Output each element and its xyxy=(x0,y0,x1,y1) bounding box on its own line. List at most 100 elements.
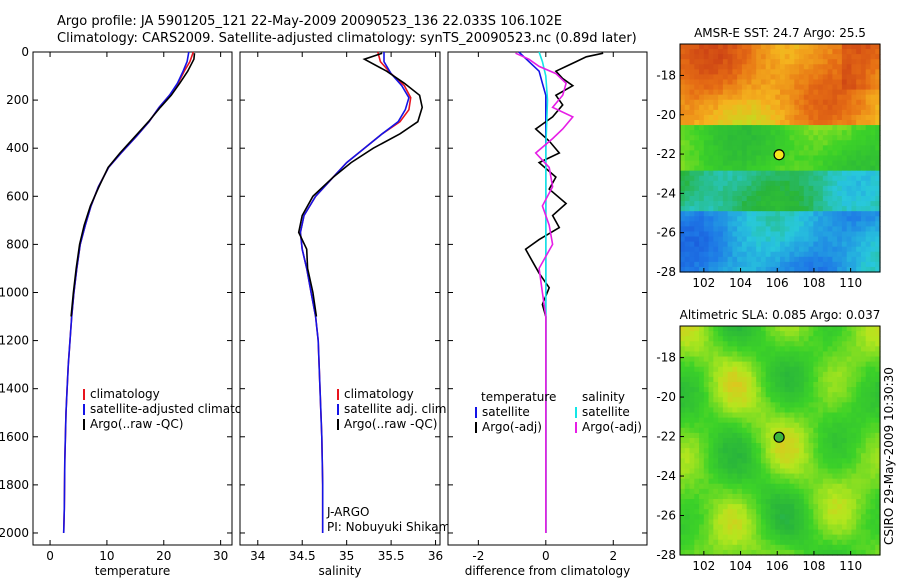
sst_map-cell xyxy=(822,125,829,131)
sst_map-cell xyxy=(737,246,743,253)
sst_map-cell xyxy=(703,226,710,233)
sst_map-cell xyxy=(813,211,819,217)
sla_map-cell xyxy=(718,376,724,383)
sst_map-cell xyxy=(832,114,838,121)
sla_map-cell xyxy=(794,504,800,510)
sst_map-cell xyxy=(808,49,814,55)
sla_map-cell xyxy=(727,463,733,470)
sst_map-cell xyxy=(775,54,781,60)
sla_map-cell xyxy=(760,356,767,363)
sst_map-cell xyxy=(856,190,862,197)
sst_map-cell xyxy=(732,155,738,162)
sst_map-cell xyxy=(713,170,719,177)
sla_map-cell xyxy=(775,407,781,414)
sla_map-cell xyxy=(746,544,753,551)
sst_map-cell xyxy=(875,190,881,197)
sla_map-cell xyxy=(837,346,843,353)
sla_map-cell xyxy=(803,432,810,439)
sla_map-cell xyxy=(680,371,686,378)
sla_map-cell xyxy=(803,376,810,383)
sst_map-cell xyxy=(770,170,776,177)
sla_map-cell xyxy=(780,376,786,383)
sla_map-cell xyxy=(722,366,729,373)
sst_map-cell xyxy=(803,59,810,65)
sst_map-cell xyxy=(794,74,800,81)
sla_map-cell xyxy=(789,356,795,363)
sla_map-cell xyxy=(708,366,714,373)
sla_map-cell xyxy=(865,381,872,388)
sla_map-cell xyxy=(732,468,738,475)
sla_map-cell xyxy=(727,509,733,515)
sst_map-cell xyxy=(851,216,857,222)
sla_map-cell xyxy=(708,402,714,409)
sst_map-cell xyxy=(780,54,786,60)
sst_map-cell xyxy=(789,196,795,202)
sst_map-cell xyxy=(856,185,862,192)
sst_map-cell xyxy=(770,165,776,172)
sst_map-cell xyxy=(846,109,853,116)
sst_map-cell xyxy=(865,99,872,106)
sst_map-cell xyxy=(822,221,829,227)
sla_map-cell xyxy=(851,468,857,475)
sst_map-cell xyxy=(713,49,719,55)
sst_map-cell xyxy=(756,196,762,202)
sla_map-cell xyxy=(689,448,695,454)
sst_map-cell xyxy=(784,104,791,111)
sst_map-cell xyxy=(794,221,800,227)
sst_map-cell xyxy=(770,44,776,50)
sst_map-cell xyxy=(875,44,881,50)
sla_map-cell xyxy=(789,336,795,342)
sst_map-cell xyxy=(708,160,714,167)
sst_map-cell xyxy=(770,190,776,197)
sst_map-cell xyxy=(689,74,695,81)
sst_map-cell xyxy=(794,170,800,177)
sla_map-cell xyxy=(789,427,795,434)
sla_map-cell xyxy=(803,529,810,536)
sla_map-cell xyxy=(780,346,786,353)
sla_map-cell xyxy=(789,509,795,515)
sla_map-cell xyxy=(775,341,781,347)
sst_map-cell xyxy=(708,89,714,96)
sst_map-cell xyxy=(703,216,710,222)
sst_map-cell xyxy=(732,94,738,101)
sla_map-cell xyxy=(794,509,800,515)
sla_map-cell xyxy=(794,351,800,358)
sla_map-cell xyxy=(703,539,710,546)
sla_map-cell xyxy=(694,437,700,444)
sst_map-cell xyxy=(722,221,729,227)
sla_map-cell xyxy=(760,437,767,444)
sst_map-cell xyxy=(851,74,857,81)
sst_map-cell xyxy=(741,155,748,162)
sst_map-cell xyxy=(851,69,857,75)
sla_map-cell xyxy=(760,361,767,368)
sla_map-cell xyxy=(722,361,729,368)
sla_map-cell xyxy=(832,483,838,490)
sla_map-cell xyxy=(784,336,791,342)
sst_map-cell xyxy=(789,170,795,177)
sla_map-cell xyxy=(703,493,710,500)
sla_map-cell xyxy=(694,509,700,515)
sst_map-cell xyxy=(780,160,786,167)
sla_map-cell xyxy=(780,402,786,409)
sst_map-cell xyxy=(841,114,848,121)
sst_map-cell xyxy=(789,125,795,131)
sst_map-cell xyxy=(794,206,800,212)
sst_map-cell xyxy=(851,140,857,146)
sst_map-cell xyxy=(832,89,838,96)
sst_map-cell xyxy=(775,221,781,227)
sst_map-cell xyxy=(756,120,762,126)
sst_map-cell xyxy=(808,79,814,86)
sla_map-cell xyxy=(813,499,819,505)
sla_map-cell xyxy=(808,422,814,429)
sst_map-cell xyxy=(689,59,695,65)
sla_map-cell xyxy=(703,544,710,551)
sla_map-cell xyxy=(694,417,700,424)
sla_map-cell xyxy=(699,468,705,475)
sla_map-cell xyxy=(737,326,743,332)
sst_map-cell xyxy=(718,54,724,60)
sst_map-cell xyxy=(760,196,767,202)
sst_map-cell xyxy=(756,130,762,136)
sla_map-cell xyxy=(737,463,743,470)
sla_map-cell xyxy=(865,427,872,434)
sst_map-cell xyxy=(699,120,705,126)
